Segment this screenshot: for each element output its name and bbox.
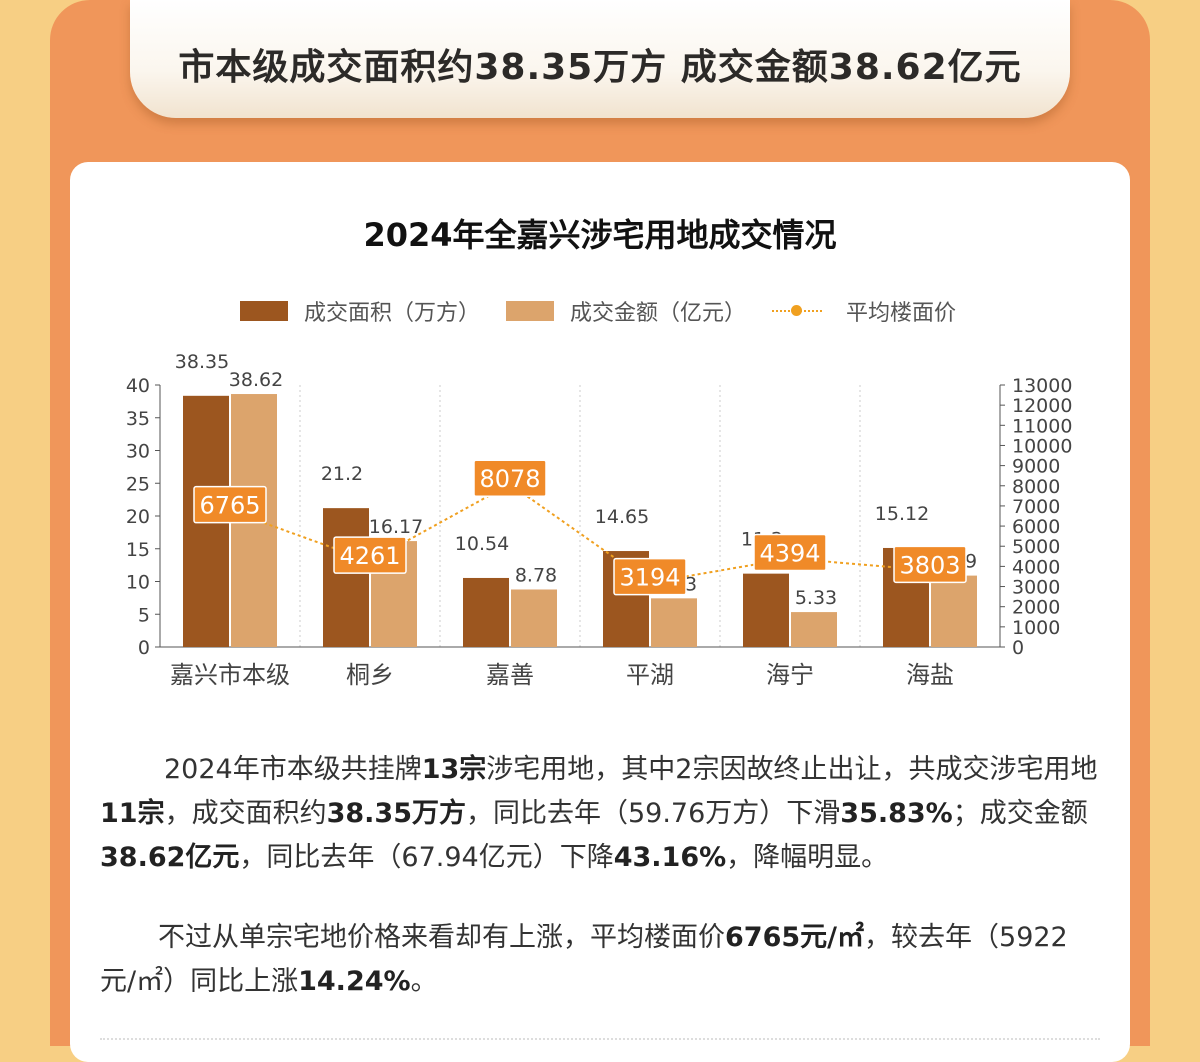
data-label-amount: 5.33 bbox=[795, 587, 837, 609]
p2-text-2: ，较去年（5922元/㎡）同比上涨 bbox=[100, 922, 1068, 997]
p1-bold-3: 38.35万方 bbox=[326, 798, 466, 829]
y-tick-label-right: 11000 bbox=[1012, 415, 1072, 437]
divider bbox=[100, 1038, 1100, 1040]
data-label-avg-price: 3803 bbox=[899, 551, 960, 579]
p1-bold-1: 13宗 bbox=[421, 754, 487, 785]
p1-text-2: 涉宅用地，其中2宗因故终止出让，共成交涉宅用地 bbox=[486, 754, 1098, 785]
data-label-area: 21.2 bbox=[321, 463, 363, 485]
header-banner: 市本级成交面积约38.35万方 成交金额38.62亿元 bbox=[130, 0, 1070, 118]
data-label-box-avg-price bbox=[473, 459, 547, 497]
bar-area bbox=[463, 577, 509, 647]
p1-bold-2: 11宗 bbox=[100, 798, 165, 829]
y-tick-label-right: 10000 bbox=[1012, 435, 1072, 457]
x-tick-label: 平湖 bbox=[626, 661, 674, 689]
p1-bold-6: 43.16% bbox=[613, 842, 727, 873]
p1-text-6: ，同比去年（67.94亿元）下降 bbox=[239, 842, 614, 873]
data-label-avg-price: 3194 bbox=[619, 564, 680, 592]
p1-text-1: 2024年市本级共挂牌 bbox=[164, 754, 422, 785]
data-label-amount: 16.17 bbox=[369, 516, 423, 538]
y-tick-label-right: 4000 bbox=[1012, 556, 1060, 578]
legend-item-avg-price: 平均楼面价 bbox=[772, 295, 956, 327]
data-label-avg-price: 8078 bbox=[479, 465, 540, 493]
data-label-box-avg-price bbox=[333, 536, 407, 574]
legend-line-avg-price bbox=[772, 301, 823, 321]
p1-bold-5: 38.62亿元 bbox=[100, 842, 240, 873]
x-tick-label: 海宁 bbox=[766, 661, 814, 689]
data-label-box-avg-price bbox=[193, 485, 267, 524]
y-tick-label-left: 10 bbox=[126, 572, 150, 594]
p1-text-5: ；成交金额 bbox=[952, 798, 1088, 829]
paragraph-2: 不过从单宗宅地价格来看却有上涨，平均楼面价6765元/㎡，较去年（5922元/㎡… bbox=[100, 916, 1100, 1004]
data-label-box-avg-price bbox=[613, 557, 687, 596]
p1-text-7: ，降幅明显。 bbox=[726, 842, 889, 873]
p1-text-3: ，成交面积约 bbox=[164, 798, 327, 829]
data-label-box-avg-price bbox=[893, 545, 967, 584]
y-tick-label-right: 7000 bbox=[1012, 496, 1060, 518]
p1-bold-4: 35.83% bbox=[840, 798, 953, 829]
y-tick-label-right: 12000 bbox=[1012, 395, 1072, 417]
chart-title: 2024年全嘉兴涉宅用地成交情况 bbox=[363, 216, 837, 254]
y-tick-label-right: 0 bbox=[1012, 637, 1024, 659]
x-tick-label: 嘉善 bbox=[486, 661, 534, 689]
y-tick-label-right: 3000 bbox=[1012, 577, 1060, 599]
y-tick-label-right: 2000 bbox=[1012, 597, 1060, 619]
data-label-area: 15.12 bbox=[875, 503, 929, 525]
legend-label-area: 成交面积（万方） bbox=[304, 301, 481, 326]
bar-amount bbox=[511, 589, 557, 647]
bar-area bbox=[323, 508, 369, 647]
x-tick-label: 桐乡 bbox=[346, 661, 394, 689]
chart-svg: 0510152025303540010002000300040005000600… bbox=[126, 351, 1073, 689]
data-label-area: 14.65 bbox=[595, 506, 649, 528]
p2-bold-2: 14.24% bbox=[298, 966, 411, 997]
y-tick-label-right: 8000 bbox=[1012, 476, 1060, 498]
data-label-amount: 38.62 bbox=[229, 369, 283, 391]
bar-amount bbox=[651, 598, 697, 647]
legend-label-avg-price: 平均楼面价 bbox=[846, 301, 957, 326]
x-tick-label: 海盐 bbox=[906, 661, 954, 689]
y-tick-label-right: 5000 bbox=[1012, 536, 1060, 558]
banner-title: 市本级成交面积约38.35万方 成交金额38.62亿元 bbox=[178, 47, 1022, 88]
y-tick-label-left: 0 bbox=[138, 637, 150, 659]
p2-bold-1: 6765元/㎡ bbox=[725, 922, 865, 953]
y-tick-label-right: 1000 bbox=[1012, 617, 1060, 639]
legend-item-area: 成交面积（万方） bbox=[240, 295, 480, 327]
chart-legend: 成交面积（万方） 成交金额（亿元） 平均楼面价 bbox=[240, 296, 982, 326]
legend-label-amount: 成交金额（亿元） bbox=[570, 301, 747, 326]
data-label-area: 38.35 bbox=[175, 351, 229, 373]
y-tick-label-right: 6000 bbox=[1012, 516, 1060, 538]
p1-text-4: ，同比去年（59.76万方）下滑 bbox=[465, 798, 841, 829]
y-tick-label-left: 40 bbox=[126, 375, 150, 397]
y-tick-label-left: 30 bbox=[126, 441, 150, 463]
y-tick-label-right: 13000 bbox=[1012, 375, 1072, 397]
p2-text-1: 不过从单宗宅地价格来看却有上涨，平均楼面价 bbox=[158, 922, 725, 953]
legend-swatch-amount bbox=[506, 301, 555, 321]
data-label-box-avg-price bbox=[753, 533, 827, 572]
bar-amount bbox=[791, 612, 837, 647]
y-tick-label-left: 20 bbox=[126, 506, 150, 528]
data-label-avg-price: 4394 bbox=[759, 539, 820, 567]
bar-amount bbox=[931, 575, 977, 647]
y-tick-label-left: 15 bbox=[126, 539, 150, 561]
data-label-avg-price: 6765 bbox=[199, 492, 260, 520]
paragraph-1: 2024年市本级共挂牌13宗涉宅用地，其中2宗因故终止出让，共成交涉宅用地 11宗… bbox=[100, 748, 1100, 880]
legend-item-amount: 成交金额（亿元） bbox=[506, 295, 746, 327]
bar-area bbox=[743, 573, 789, 647]
legend-swatch-area bbox=[240, 301, 288, 321]
data-label-area: 10.54 bbox=[455, 533, 509, 555]
y-tick-label-left: 5 bbox=[138, 604, 150, 626]
data-label-avg-price: 4261 bbox=[339, 542, 400, 570]
y-tick-label-left: 25 bbox=[126, 473, 150, 495]
x-tick-label: 嘉兴市本级 bbox=[170, 661, 290, 689]
data-label-amount: 8.78 bbox=[515, 564, 557, 586]
y-tick-label-right: 9000 bbox=[1012, 456, 1060, 478]
p2-text-3: 。 bbox=[410, 966, 438, 997]
y-tick-label-left: 35 bbox=[126, 408, 150, 430]
